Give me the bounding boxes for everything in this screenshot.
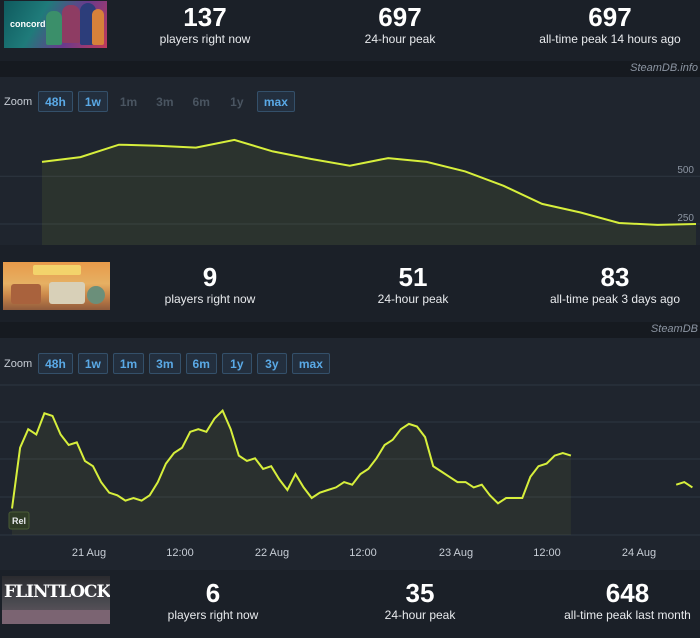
current-players-value: 6 — [205, 578, 221, 608]
credit-strip: SteamDB — [0, 322, 700, 338]
y-tick-label: 500 — [677, 165, 694, 176]
y-tick-label: 250 — [677, 213, 694, 224]
series-line[interactable] — [41, 138, 697, 226]
all-time-peak-label: all-time peak last month — [564, 608, 691, 622]
current-players-label: players right now — [167, 608, 259, 622]
peak-24h-value: 51 — [398, 262, 428, 292]
all-time-peak-stat: 697 all-time peak 14 hours ago — [520, 4, 700, 46]
x-tick-label: 12:00 — [533, 547, 561, 559]
current-players-value: 9 — [202, 262, 218, 292]
zoom-1m-button[interactable]: 1m — [112, 353, 145, 374]
zoom-6m-button[interactable]: 6m — [185, 353, 217, 374]
all-time-peak-value: 648 — [605, 578, 650, 608]
zoom-label: Zoom — [4, 95, 33, 108]
zoom-1w-button[interactable]: 1w — [77, 353, 108, 374]
thumb-text: FLINTLOCK — [4, 582, 110, 602]
series-line[interactable] — [675, 481, 693, 489]
all-time-peak-value: 697 — [588, 2, 632, 32]
all-time-peak-label: all-time peak 14 hours ago — [539, 32, 681, 46]
game-stats-bar: 9 players right now 51 24-hour peak 83 a… — [0, 245, 700, 323]
game-thumbnail-concord[interactable]: concord — [4, 1, 107, 48]
zoom-controls: Zoom 48h 1w 1m 3m 6m 1y 3y max — [4, 353, 335, 374]
player-count-chart[interactable]: 21 Aug 12:00 22 Aug 12:00 23 Aug 12:00 24 Aug R… — [0, 338, 700, 570]
zoom-1y-button[interactable]: 1y — [221, 353, 252, 374]
peak-24h-stat: 35 24-hour peak — [370, 580, 470, 622]
zoom-1m-button: 1m — [119, 94, 138, 109]
release-marker[interactable]: Rel — [8, 511, 30, 530]
series-line[interactable] — [11, 408, 572, 509]
zoom-1y-button: 1y — [230, 94, 244, 109]
credit-strip: SteamDB.info — [0, 61, 700, 77]
steamdb-credit[interactable]: SteamDB — [650, 323, 698, 335]
chart-panel-outbound: Zoom 48h 1w 1m 3m 6m 1y 3y max 21 Aug 12:00 22 Au… — [0, 338, 700, 570]
all-time-peak-label: all-time peak 3 days ago — [549, 292, 681, 306]
series-area — [42, 139, 696, 245]
current-players-stat: 137 players right now — [150, 4, 260, 46]
all-time-peak-value: 83 — [600, 262, 630, 292]
thumb-text: concord — [10, 19, 46, 29]
peak-24h-value: 35 — [405, 578, 435, 608]
all-time-peak-stat: 83 all-time peak 3 days ago — [540, 264, 690, 306]
x-tick-label: 24 Aug — [622, 547, 656, 559]
current-players-label: players right now — [159, 32, 251, 46]
zoom-48h-button[interactable]: 48h — [38, 353, 73, 374]
game-stats-bar: FLINTLOCK 6 players right now 35 24-hour… — [0, 570, 700, 638]
game-thumbnail-flintlock[interactable]: FLINTLOCK — [2, 576, 110, 624]
peak-24h-label: 24-hour peak — [377, 292, 449, 306]
current-players-label: players right now — [164, 292, 256, 306]
game-thumbnail-outbound[interactable] — [3, 262, 110, 310]
x-tick-label: 21 Aug — [72, 547, 106, 559]
series-area — [12, 410, 571, 535]
current-players-value: 137 — [183, 2, 227, 32]
current-players-stat: 6 players right now — [160, 580, 266, 622]
peak-24h-label: 24-hour peak — [384, 608, 456, 622]
zoom-3m-button[interactable]: 3m — [149, 353, 181, 374]
player-count-chart[interactable]: 500 250 — [0, 77, 700, 245]
x-tick-label: 12:00 — [166, 547, 194, 559]
chart-panel-concord: Zoom 48h 1w 1m 3m 6m 1y max 500 250 — [0, 77, 700, 245]
zoom-max-button[interactable]: max — [291, 353, 330, 374]
steamdb-credit[interactable]: SteamDB.info — [630, 62, 698, 74]
zoom-label: Zoom — [4, 357, 33, 370]
x-tick-label: 22 Aug — [255, 547, 289, 559]
peak-24h-label: 24-hour peak — [364, 32, 436, 46]
x-tick-label: 12:00 — [349, 547, 377, 559]
zoom-6m-button: 6m — [192, 94, 210, 109]
peak-24h-stat: 51 24-hour peak — [363, 264, 463, 306]
all-time-peak-stat: 648 all-time peak last month — [555, 580, 700, 622]
peak-24h-value: 697 — [378, 2, 422, 32]
release-badge-bg — [8, 511, 30, 530]
current-players-stat: 9 players right now — [160, 264, 260, 306]
zoom-1w-button[interactable]: 1w — [77, 91, 108, 112]
zoom-controls: Zoom 48h 1w 1m 3m 6m 1y max — [4, 91, 300, 112]
zoom-max-button[interactable]: max — [256, 91, 295, 112]
zoom-3m-button: 3m — [156, 94, 174, 109]
x-tick-label: 23 Aug — [439, 547, 473, 559]
zoom-3y-button[interactable]: 3y — [256, 353, 287, 374]
release-badge-label: Rel — [12, 516, 26, 526]
peak-24h-stat: 697 24-hour peak — [350, 4, 450, 46]
zoom-48h-button[interactable]: 48h — [38, 91, 73, 112]
game-stats-bar: concord 137 players right now 697 24-hou… — [0, 0, 700, 62]
